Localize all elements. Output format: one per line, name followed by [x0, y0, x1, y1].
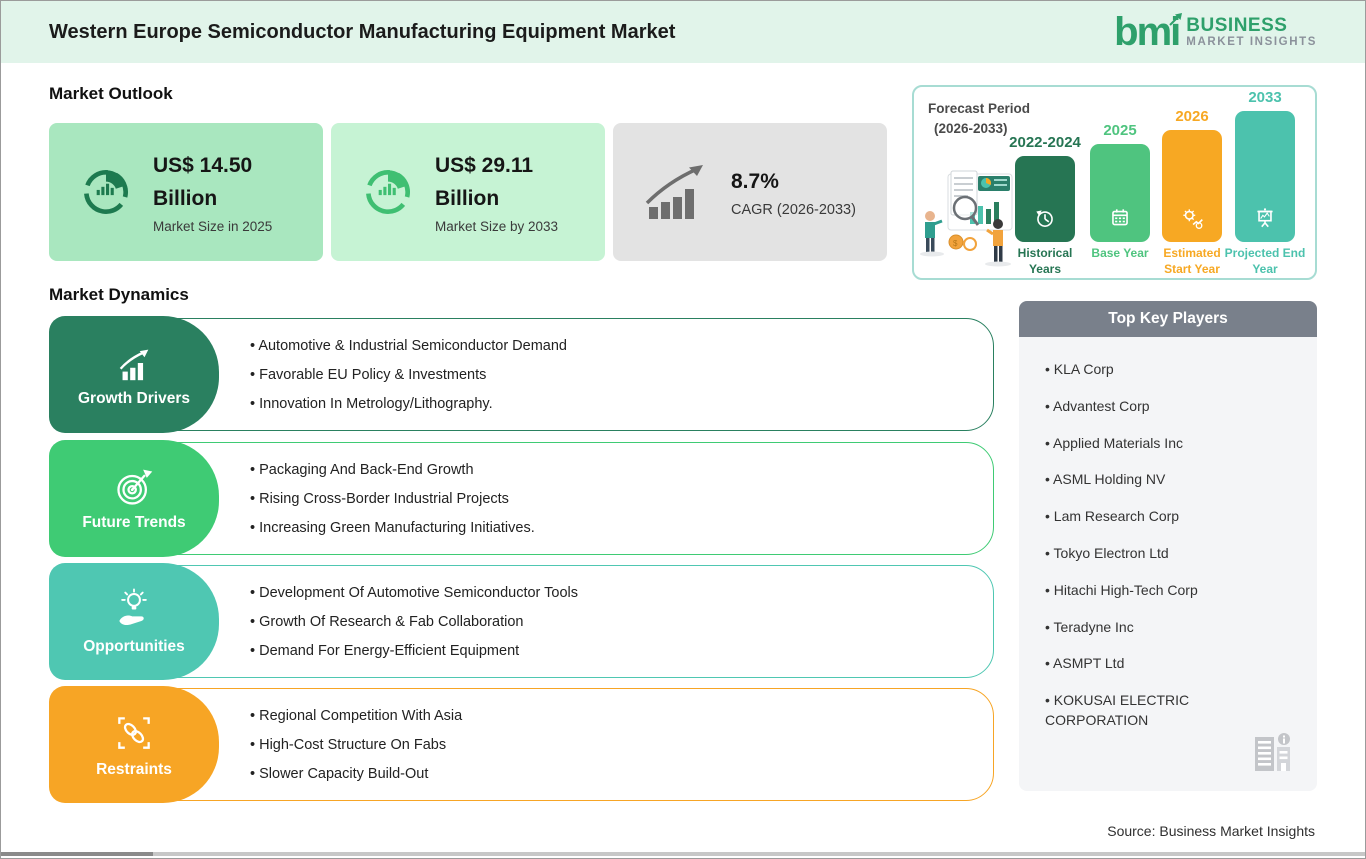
logo-line2: MARKET INSIGHTS — [1186, 35, 1317, 48]
bar-year-label: 2026 — [1175, 108, 1209, 125]
bullet-item: Rising Cross-Border Industrial Projects — [250, 491, 535, 507]
list-item: Applied Materials Inc — [1045, 433, 1301, 453]
market-size-2025-caption: Market Size in 2025 — [153, 219, 273, 235]
future-trends-label: Future Trends — [82, 513, 186, 531]
list-item: Teradyne Inc — [1045, 617, 1301, 637]
market-size-2033-unit: Billion — [435, 186, 500, 210]
bullet-item: Development Of Automotive Semiconductor … — [250, 585, 578, 601]
market-size-2025-value: US$ 14.50 — [153, 153, 253, 177]
bar-caption: Base Year — [1091, 246, 1149, 260]
horizontal-scrollbar[interactable] — [1, 852, 1365, 856]
gear-trend-icon — [1183, 209, 1203, 229]
market-outlook-heading: Market Outlook — [49, 84, 173, 103]
bullet-item: Increasing Green Manufacturing Initiativ… — [250, 520, 535, 536]
target-icon — [117, 469, 153, 505]
market-size-2025-unit: Billion — [153, 186, 218, 210]
cagr-value: 8.7% — [731, 169, 779, 193]
top-key-players-heading: Top Key Players — [1019, 301, 1317, 337]
forecast-period-title: Forecast Period (2026-2033) — [928, 101, 1031, 136]
bullet-item: Favorable EU Policy & Investments — [250, 367, 567, 383]
calendar-icon — [1112, 209, 1128, 226]
bullet-item: Growth Of Research & Fab Collaboration — [250, 614, 578, 630]
bullet-item: High-Cost Structure On Fabs — [250, 737, 462, 753]
cagr-caption: CAGR (2026-2033) — [731, 202, 856, 219]
growth-drivers-label: Growth Drivers — [78, 389, 190, 407]
bar-caption: Projected End Year — [1224, 246, 1306, 276]
market-dynamics-heading: Market Dynamics — [49, 285, 189, 304]
opportunities-label: Opportunities — [83, 637, 185, 655]
bmi-logo-text: BUSINESS MARKET INSIGHTS — [1186, 16, 1317, 48]
forecast-column-historical: 2022-2024 Historical Years — [1009, 134, 1081, 276]
growth-drivers-pill: Growth Drivers — [49, 316, 219, 433]
opportunities-bullets: Development Of Automotive Semiconductor … — [250, 566, 578, 677]
list-item: Advantest Corp — [1045, 396, 1301, 416]
forecast-column-estimated-start: 2026 Estimated Start Year — [1161, 108, 1223, 276]
future-trends-row: Future Trends Packaging And Back-End Gro… — [49, 440, 994, 557]
list-item: Hitachi High-Tech Corp — [1045, 580, 1301, 600]
opportunities-row: Opportunities Development Of Automotive … — [49, 563, 994, 680]
forecast-column-base: 2025 Base Year — [1089, 122, 1151, 260]
list-item: Lam Research Corp — [1045, 506, 1301, 526]
bmi-logo: bmi BUSINESS MARKET INSIGHTS — [1114, 8, 1317, 56]
bar-year-label: 2022-2024 — [1009, 134, 1081, 151]
market-size-2033-card: US$ 29.11 Billion Market Size by 2033 — [331, 123, 605, 261]
header: Western Europe Semiconductor Manufacturi… — [1, 1, 1365, 63]
bullet-item: Packaging And Back-End Growth — [250, 462, 535, 478]
list-item: ASMPT Ltd — [1045, 653, 1301, 673]
bar-year-label: 2025 — [1103, 122, 1137, 139]
growth-chart-icon — [119, 349, 149, 380]
growth-drivers-row: Growth Drivers Automotive & Industrial S… — [49, 316, 994, 433]
scrollbar-thumb[interactable] — [1, 852, 153, 856]
presentation-icon — [1257, 208, 1273, 228]
forecast-bar — [1090, 144, 1150, 242]
bullet-item: Demand For Energy-Efficient Equipment — [250, 643, 578, 659]
restraints-row: Restraints Regional Competition With Asi… — [49, 686, 994, 803]
forecast-period-panel: Forecast Period (2026-2033) $ 2022-2024 — [912, 85, 1317, 280]
growth-bars-icon — [645, 165, 703, 219]
restraints-bullets: Regional Competition With Asia High-Cost… — [250, 689, 462, 800]
market-size-2033-value: US$ 29.11 — [435, 153, 534, 177]
bmi-logo-mark: bmi — [1114, 8, 1183, 56]
cagr-card: 8.7% CAGR (2026-2033) — [613, 123, 887, 261]
bar-caption: Historical Years — [1017, 246, 1073, 276]
donut-chart-icon — [365, 169, 411, 215]
market-size-2025-card: US$ 14.50 Billion Market Size in 2025 — [49, 123, 323, 261]
donut-chart-icon — [83, 169, 129, 215]
bullet-item: Regional Competition With Asia — [250, 708, 462, 724]
forecast-column-projected-end: 2033 Projected End Year — [1225, 89, 1306, 276]
opportunities-pill: Opportunities — [49, 563, 219, 680]
bullet-item: Automotive & Industrial Semiconductor De… — [250, 338, 567, 354]
future-trends-bullets: Packaging And Back-End Growth Rising Cro… — [250, 443, 535, 554]
bar-year-label: 2033 — [1248, 89, 1282, 106]
company-building-icon — [1255, 733, 1290, 771]
logo-arrow-icon — [1169, 13, 1183, 26]
analysts-illustration: $ — [920, 170, 1013, 267]
growth-drivers-bullets: Automotive & Industrial Semiconductor De… — [250, 319, 567, 430]
forecast-bar — [1162, 130, 1222, 242]
list-item: Tokyo Electron Ltd — [1045, 543, 1301, 563]
page-title: Western Europe Semiconductor Manufacturi… — [49, 21, 676, 43]
source-note: Source: Business Market Insights — [1107, 823, 1315, 839]
logo-line1: BUSINESS — [1186, 15, 1288, 36]
chain-link-icon — [118, 716, 150, 749]
hand-bulb-icon — [119, 587, 147, 625]
top-key-players-list: KLA Corp Advantest Corp Applied Material… — [1019, 337, 1317, 791]
svg-text:$: $ — [953, 239, 958, 248]
bullet-item: Slower Capacity Build-Out — [250, 766, 462, 782]
restraints-pill: Restraints — [49, 686, 219, 803]
bar-caption: Estimated Start Year — [1163, 246, 1221, 276]
forecast-bar — [1235, 111, 1295, 242]
future-trends-pill: Future Trends — [49, 440, 219, 557]
list-item: KOKUSAI ELECTRIC CORPORATION — [1045, 690, 1215, 731]
list-item: KLA Corp — [1045, 359, 1301, 379]
restraints-label: Restraints — [96, 760, 172, 778]
bullet-item: Innovation In Metrology/Lithography. — [250, 396, 567, 412]
top-key-players-panel: Top Key Players KLA Corp Advantest Corp … — [1019, 301, 1317, 791]
market-size-2033-caption: Market Size by 2033 — [435, 219, 559, 235]
clock-history-icon — [1036, 210, 1053, 227]
forecast-bar — [1015, 156, 1075, 242]
list-item: ASML Holding NV — [1045, 469, 1301, 489]
